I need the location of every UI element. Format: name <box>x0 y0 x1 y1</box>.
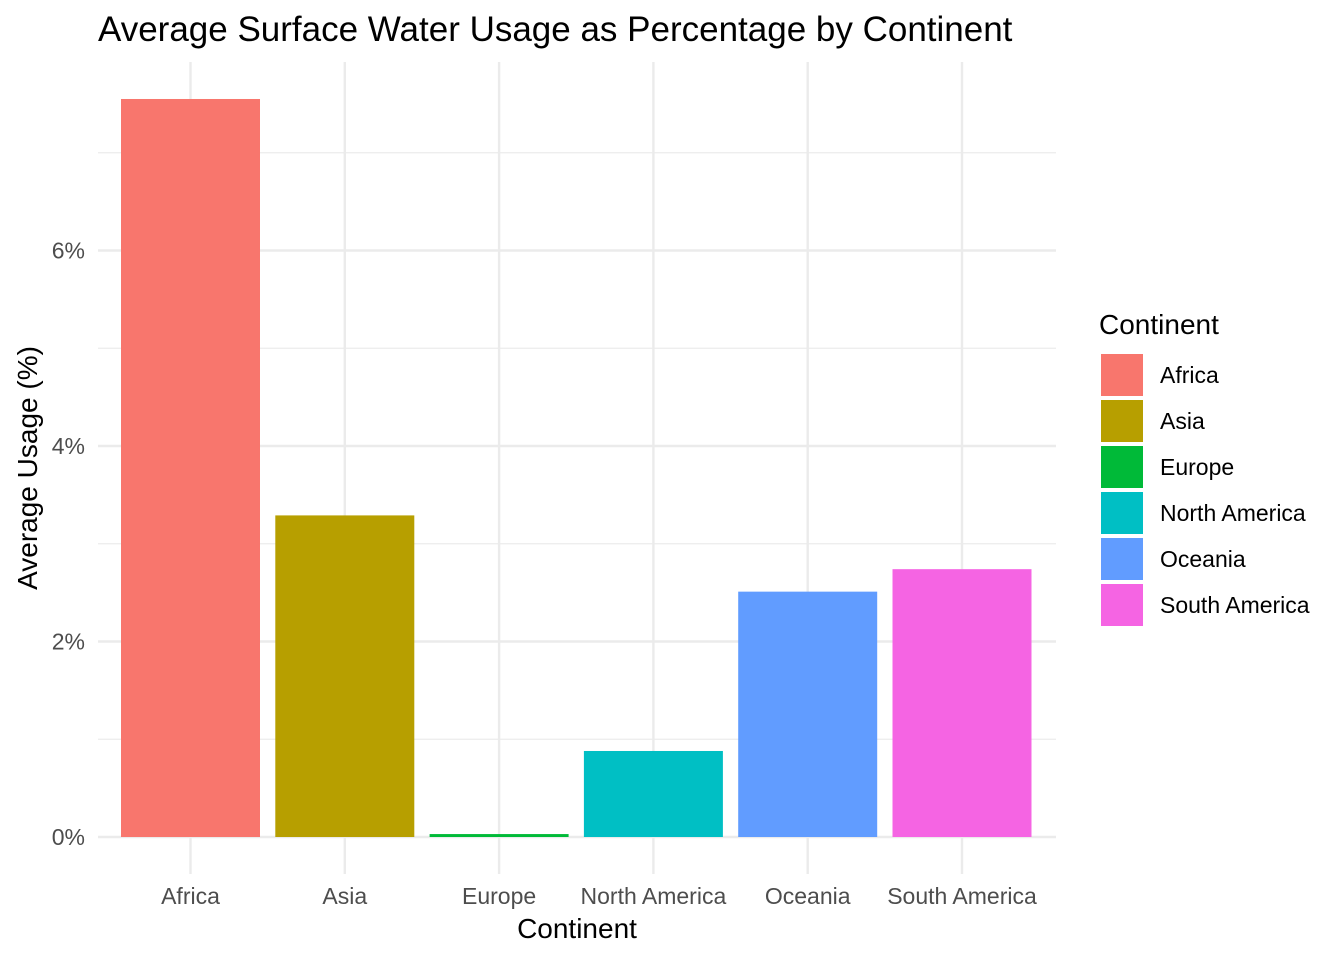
x-tick-label: North America <box>581 883 727 909</box>
legend-label: Africa <box>1160 362 1219 388</box>
bar-north-america <box>583 750 723 837</box>
x-tick-label: South America <box>887 883 1037 909</box>
y-tick-label: 2% <box>52 629 85 655</box>
legend-label: Asia <box>1160 408 1205 434</box>
y-axis-ticks: 0% 2% 4% 6% <box>52 238 85 851</box>
y-tick-label: 4% <box>52 433 85 459</box>
legend-label: North America <box>1160 500 1306 526</box>
legend-key <box>1101 584 1143 626</box>
legend-title: Continent <box>1099 309 1219 340</box>
bar-south-america <box>892 569 1032 837</box>
legend-key <box>1101 446 1143 488</box>
y-tick-label: 6% <box>52 238 85 264</box>
bar-africa <box>121 98 260 838</box>
legend-label: Europe <box>1160 454 1234 480</box>
legend: Continent Africa Asia Europe North America O… <box>1099 309 1310 626</box>
legend-label: South America <box>1160 592 1310 618</box>
x-tick-label: Oceania <box>765 883 851 909</box>
x-tick-label: Asia <box>322 883 367 909</box>
legend-key <box>1101 538 1143 580</box>
y-axis-title: Average Usage (%) <box>12 346 43 590</box>
x-axis-title: Continent <box>517 913 637 944</box>
y-tick-label: 0% <box>52 824 85 850</box>
x-tick-label: Europe <box>462 883 536 909</box>
bar-europe <box>429 834 569 837</box>
bar-asia <box>275 515 415 837</box>
bars <box>121 98 1032 838</box>
x-axis-ticks: Africa Asia Europe North America Oceania Sout… <box>161 883 1037 909</box>
legend-key <box>1101 492 1143 534</box>
bar-oceania <box>738 591 878 837</box>
chart-title: Average Surface Water Usage as Percentag… <box>98 10 1013 49</box>
legend-key <box>1101 400 1143 442</box>
legend-key <box>1101 354 1143 396</box>
x-tick-label: Africa <box>161 883 220 909</box>
legend-label: Oceania <box>1160 546 1246 572</box>
